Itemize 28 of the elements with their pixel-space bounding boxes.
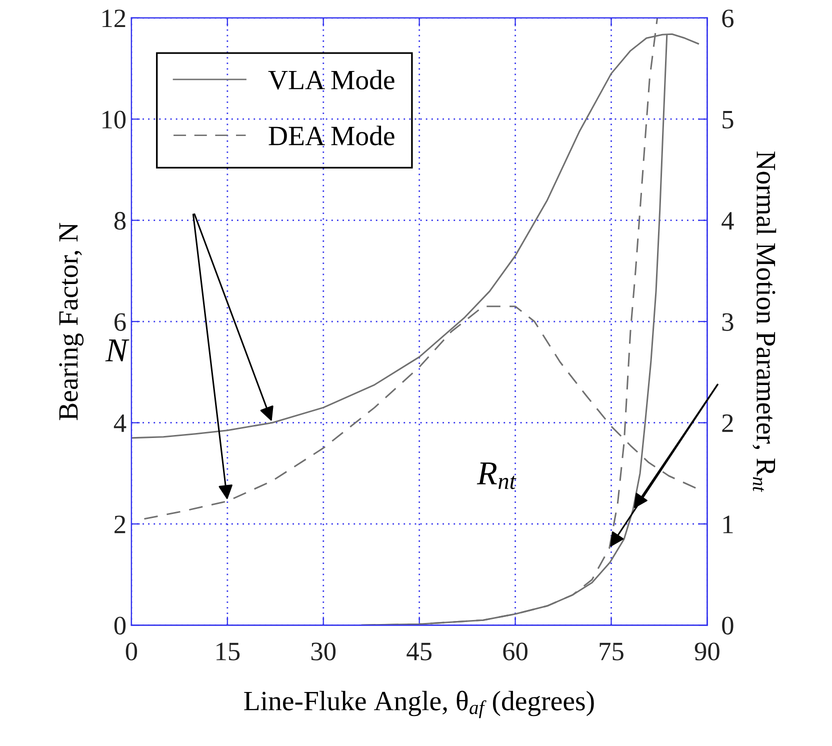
y-axis-title: Bearing Factor, N — [59, 222, 84, 420]
y2-tick-label: 0 — [722, 616, 734, 635]
y2-tick-label: 2 — [722, 414, 733, 432]
y2-tick-label: 4 — [722, 212, 734, 230]
text: N — [105, 339, 130, 362]
y2-tick-label: 5 — [722, 110, 734, 129]
y-tick-label: 0 — [114, 616, 126, 635]
legend-label: DEA Mode — [268, 126, 394, 146]
x-tick-label: 0 — [126, 642, 138, 660]
x-tick-label: 45 — [406, 642, 432, 660]
y2-tick-label: 3 — [722, 313, 734, 331]
y-tick-label: 6 — [114, 313, 126, 331]
x-tick-label: 90 — [694, 642, 720, 660]
y-tick-label: 10 — [102, 110, 126, 129]
y2-tick-label: 1 — [723, 516, 733, 534]
y2-tick-label: 6 — [722, 10, 734, 28]
y-tick-label: 8 — [114, 212, 126, 230]
annotation: R$_{nt}$ — [476, 462, 516, 490]
x-tick-label: 30 — [311, 642, 336, 660]
legend-label: VLA Mode — [268, 70, 394, 90]
y-tick-label: 4 — [114, 414, 126, 432]
x-axis-title: Line-Fluke Angle, θ$_{af}$ (degrees) — [244, 690, 594, 718]
x-tick-label: 60 — [503, 642, 528, 660]
x-tick-label: 15 — [216, 642, 240, 660]
x-tick-label: 75 — [600, 642, 624, 660]
y-tick-label: 12 — [102, 10, 126, 28]
y2-axis-title: Normal Motion Parameter, R$_{nt}$ — [752, 151, 776, 492]
y-tick-label: 2 — [114, 516, 126, 534]
